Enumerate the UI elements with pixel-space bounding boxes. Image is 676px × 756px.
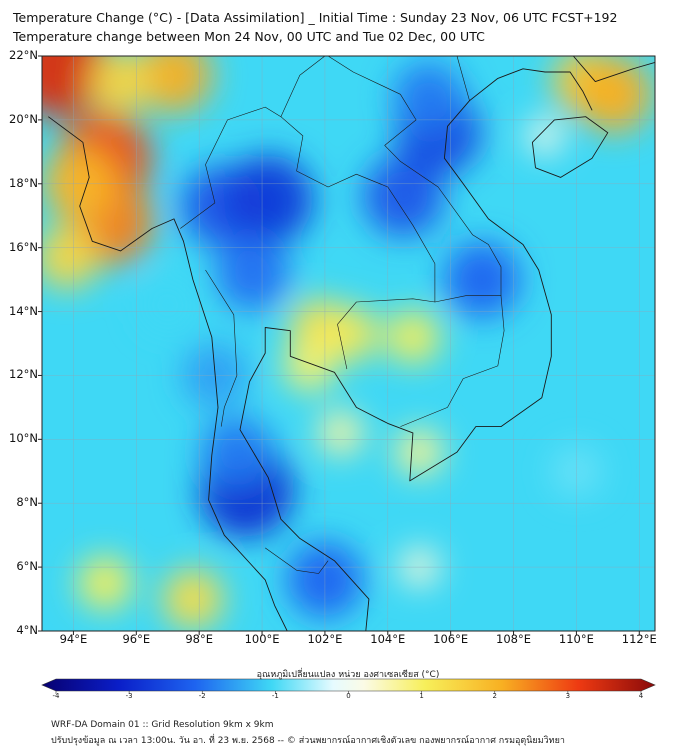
anomaly-blob <box>321 305 379 363</box>
longitude-label: 106°E <box>433 632 469 646</box>
border-line <box>180 56 326 229</box>
longitude-label: 94°E <box>59 632 88 646</box>
latitude-label: 12°N <box>9 367 38 382</box>
latitude-label: 16°N <box>9 239 38 254</box>
border-line <box>456 56 470 101</box>
longitude-label: 108°E <box>496 632 532 646</box>
country-borders <box>180 56 505 574</box>
anomaly-blob <box>223 155 313 245</box>
anomaly-blob <box>395 428 443 476</box>
longitude-label: 112°E <box>621 632 657 646</box>
coastlines <box>48 56 655 631</box>
chart-subtitle: Temperature change between Mon 24 Nov, 0… <box>13 29 485 44</box>
anomaly-blob <box>526 117 564 155</box>
chart-title: Temperature Change (°C) - [Data Assimila… <box>13 10 618 25</box>
colorbar-ticks <box>55 691 642 694</box>
colorbar-tick-label: 2 <box>492 692 497 700</box>
colorbar-tick-label: -2 <box>198 692 206 700</box>
coastline <box>572 56 655 83</box>
longitude-label: 96°E <box>122 632 151 646</box>
coastline <box>239 68 593 631</box>
anomaly-blob <box>283 339 336 392</box>
axis-ticks <box>38 55 640 635</box>
latitude-label: 22°N <box>9 48 38 62</box>
colorbar-title: อุณหภูมิเปลี่ยนแปลง หน่วย องศาเซลเซียส (… <box>256 670 440 680</box>
anomaly-blob <box>162 568 224 630</box>
anomaly-blob <box>385 310 440 365</box>
anomaly-blob <box>42 225 99 289</box>
latitude-label: 18°N <box>9 175 38 190</box>
latitude-label: 8°N <box>16 495 38 510</box>
anomaly-blob <box>318 410 364 456</box>
longitude-label: 104°E <box>370 632 406 646</box>
colorbar-tick-label: 3 <box>565 692 571 700</box>
plot-frame <box>41 55 656 632</box>
footer-model-info: WRF-DA Domain 01 :: Grid Resolution 9km … <box>51 720 274 730</box>
colorbar-tick-label: 1 <box>419 692 424 700</box>
anomaly-blob <box>576 56 653 133</box>
graticule <box>42 56 655 631</box>
border-line <box>205 269 238 427</box>
anomaly-blob <box>140 278 195 333</box>
colorbar-tick-label: 0 <box>346 692 351 700</box>
colorbar-tick-label: -1 <box>271 692 279 700</box>
latitude-label: 10°N <box>9 431 38 446</box>
anomaly-blob <box>215 236 290 311</box>
latitude-label: 14°N <box>9 303 38 318</box>
border-line <box>400 295 505 427</box>
colorbar-tick-label: -3 <box>125 692 133 700</box>
colorbar-tick-label: -4 <box>52 692 60 700</box>
anomaly-blob <box>363 156 444 237</box>
latitude-label: 6°N <box>16 559 38 574</box>
border-line <box>280 116 436 370</box>
longitude-label: 110°E <box>558 632 594 646</box>
coastline <box>48 116 288 631</box>
footer-credit: ปรับปรุงข้อมูล ณ เวลา 13:00น. วัน อา. ที… <box>51 736 565 746</box>
longitude-label: 98°E <box>185 632 213 646</box>
anomaly-blob <box>136 56 213 114</box>
anomaly-blob <box>444 241 521 318</box>
colorbar-tick-label: 4 <box>638 692 644 700</box>
coastline <box>531 116 609 178</box>
border-line <box>265 547 329 574</box>
anomaly-blob <box>392 61 465 134</box>
longitude-label: 100°E <box>244 632 280 646</box>
latitude-label: 4°N <box>16 623 38 637</box>
anomaly-blob <box>201 416 273 488</box>
latitude-label: 20°N <box>9 111 38 126</box>
border-line <box>327 56 502 296</box>
longitude-label: 102°E <box>307 632 343 646</box>
anomaly-blob <box>77 556 132 611</box>
anomaly-blob <box>89 56 152 113</box>
anomaly-field <box>42 56 653 630</box>
